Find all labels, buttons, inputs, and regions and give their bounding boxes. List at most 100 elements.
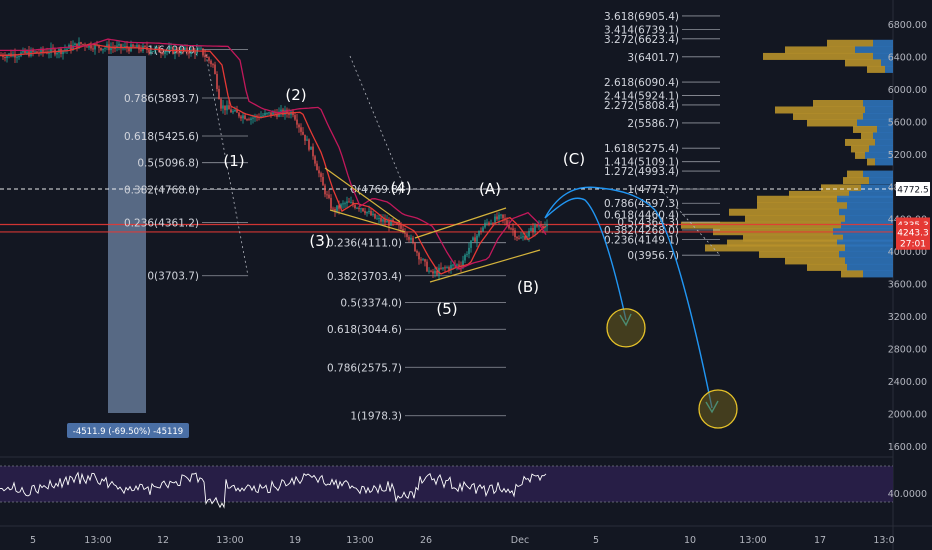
fib-left-label: 0.236(4361.2) [124,217,199,229]
volume-profile-bar [727,239,837,247]
candle-body [308,139,310,150]
volume-profile-bar [757,195,837,203]
y-axis-tick: 2000.00 [888,409,927,420]
candle-body [216,74,218,89]
candle-body [168,47,170,51]
candle-body [178,52,180,54]
y-axis-tick: 1600.00 [888,442,927,453]
measure-label: -4511.9 (-69.50%) -45119 [73,427,183,437]
candle-body [446,267,448,269]
y-axis-tick: 6800.00 [888,20,927,31]
projection-path [544,186,713,409]
candle-body [508,224,510,229]
y-axis-tick: 5200.00 [888,150,927,161]
channel-lower-line [429,249,541,283]
candle-body [288,113,290,115]
candle-body [348,201,350,203]
volume-profile-bar [845,59,881,67]
candle-body [250,118,252,121]
candle-body [276,113,278,117]
candle-body [530,228,532,231]
candle-body [236,109,238,113]
volume-profile-bar [845,244,893,252]
fib-ret-label: 0.382(4268.0) [604,225,679,237]
volume-profile-bar [853,125,877,133]
candle-body [444,267,446,269]
candle-body [244,115,246,120]
candle-body [138,45,140,50]
candle-body [428,270,430,272]
candle-body [120,44,122,49]
candle-body [188,52,190,54]
candle-body [474,237,476,242]
volume-profile-bar [729,208,839,216]
candle-body [206,56,208,58]
candle-body [232,111,234,113]
candle-body [522,236,524,238]
candle-body [132,44,134,47]
candle-body [26,51,28,54]
candle-body [464,254,466,261]
candle-body [390,219,392,226]
candle-body [462,260,464,267]
candle-body [366,211,368,214]
x-axis-tick: 5 [30,535,36,546]
candle-body [302,131,304,135]
candle-body [340,204,342,209]
candle-body [418,252,420,260]
candle-body [8,53,10,56]
candle-body [470,240,472,248]
volume-profile-bar [857,119,893,127]
candle-body [472,237,474,241]
candle-body [322,176,324,186]
candle-body [74,43,76,46]
candle-body [528,230,530,237]
candle-body [370,211,372,216]
wave-label: (4) [390,179,411,197]
fib-mid-label: 0.618(3044.6) [327,324,402,336]
volume-profile-bar [759,250,839,258]
candle-body [484,222,486,228]
candle-body [496,216,498,220]
candle-body [312,146,314,157]
triangle-lower-line [329,209,406,233]
candle-body [490,223,492,225]
candle-body [88,44,90,48]
candle-body [212,64,214,66]
volume-profile-bar [807,263,847,271]
volume-profile-bar [839,250,893,258]
fib-ext-label: 3.414(6739.1) [604,24,679,36]
candle-body [448,267,450,270]
candle-body [234,109,236,112]
candle-body [22,49,24,53]
candle-body [48,53,50,55]
x-axis-tick: 10 [684,535,696,546]
candle-body [156,47,158,49]
rsi-axis-label: 40.0000 [888,489,927,500]
candle-body [432,271,434,274]
volume-profile-bar [847,263,893,271]
x-axis-tick: 5 [593,535,599,546]
y-axis-tick: 4000.00 [888,247,927,258]
candle-body [240,116,242,119]
candle-body [252,117,254,119]
candle-body [456,264,458,266]
candle-body [524,236,526,240]
fib-ext-label: 2(5586.7) [627,118,679,130]
candle-body [66,48,68,50]
candle-body [42,48,44,52]
candle-body [264,112,266,116]
x-axis-tick: 17 [814,535,826,546]
volume-profile-bar [785,257,845,265]
candle-body [246,119,248,121]
volume-profile-bar [821,184,861,192]
candle-body [294,115,296,120]
candle-body [192,49,194,51]
candle-body [194,50,196,54]
x-axis-tick: 19 [289,535,301,546]
candle-body [298,124,300,128]
candle-body [372,213,374,216]
candle-body [280,109,282,112]
